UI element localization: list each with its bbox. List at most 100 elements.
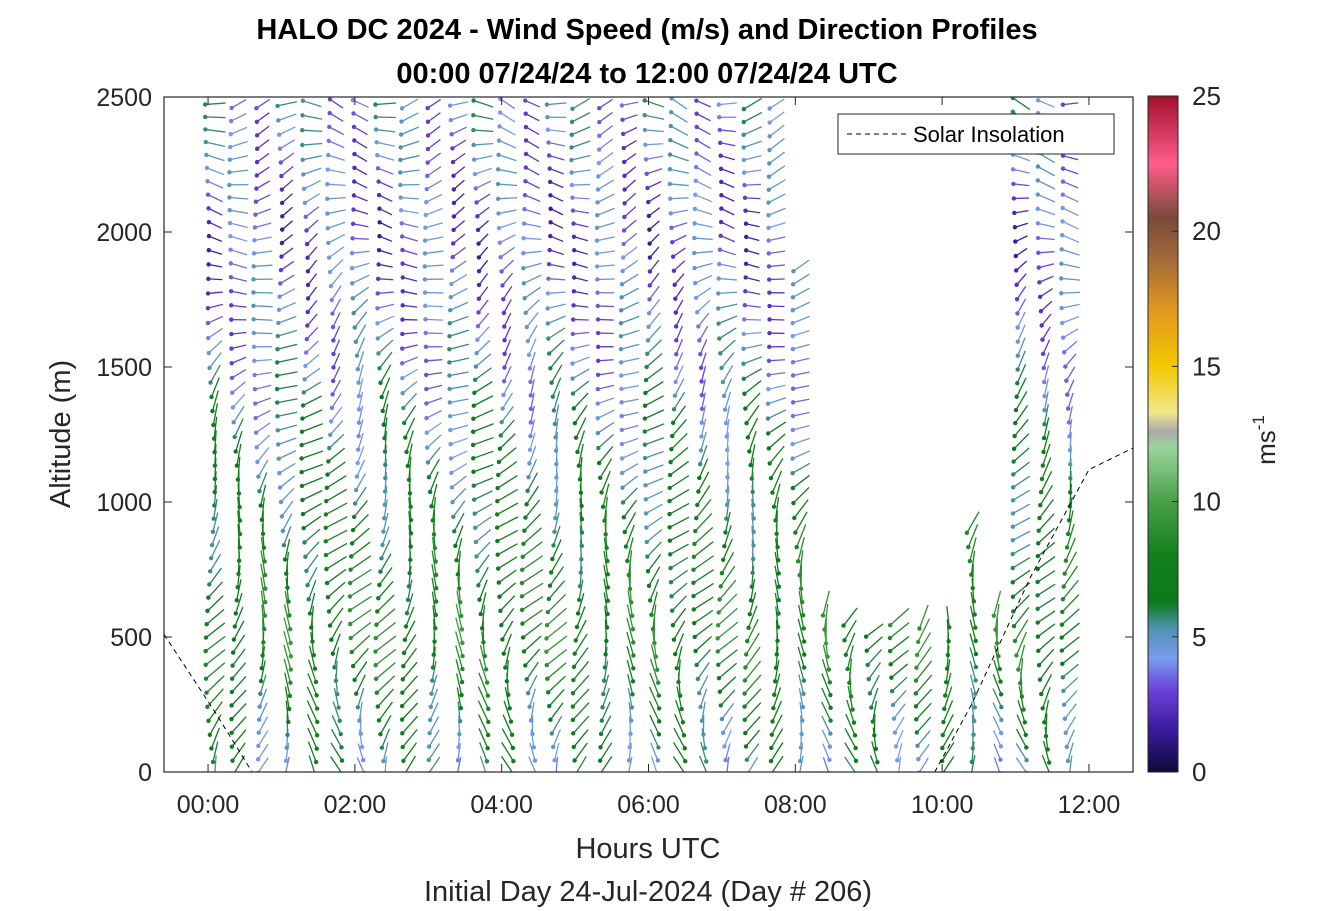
y-tick-label: 1000 <box>96 489 152 517</box>
wind-barb-head <box>545 690 551 695</box>
wind-barb-head <box>1036 663 1042 668</box>
wind-barb-stem <box>992 716 1002 734</box>
wind-barb-stem <box>229 222 248 229</box>
wind-barb-stem <box>626 604 634 630</box>
wind-barb-stem <box>528 338 537 356</box>
y-tick-label: 500 <box>110 624 152 652</box>
wind-barb-stem <box>530 405 535 423</box>
wind-barb-stem <box>821 715 831 734</box>
wind-barb-stem <box>769 278 785 281</box>
wind-barb-head <box>348 567 353 572</box>
wind-barb-stem <box>572 368 590 380</box>
wind-barb-head <box>229 703 234 708</box>
wind-barb-head <box>524 502 529 507</box>
wind-barb-stem <box>428 756 441 772</box>
wind-barb-head <box>423 225 428 230</box>
wind-barb-stem <box>744 702 762 721</box>
wind-barb-stem <box>307 259 318 272</box>
wind-barb-stem <box>1015 260 1028 271</box>
wind-barb-stem <box>527 459 538 478</box>
wind-barb-stem <box>205 635 226 652</box>
wind-barb-head <box>795 559 801 564</box>
wind-barb-head <box>347 580 353 586</box>
wind-barb-stem <box>301 463 324 473</box>
wind-barb-stem <box>527 325 538 342</box>
wind-barb-stem <box>1061 263 1080 269</box>
wind-barb-head <box>630 626 636 632</box>
wind-barb-stem <box>529 742 536 761</box>
wind-barb-stem <box>700 365 707 382</box>
wind-barb-stem <box>547 327 566 340</box>
wind-barb-stem <box>503 700 512 722</box>
wind-barb-head <box>746 625 751 630</box>
wind-barb-head <box>261 640 266 645</box>
wind-barb-stem <box>792 273 810 285</box>
wind-barb-head <box>1059 622 1065 627</box>
wind-barb-head <box>549 380 554 385</box>
wind-barb-head <box>647 283 652 288</box>
wind-barb-stem <box>696 126 711 136</box>
wind-barb-stem <box>350 555 372 571</box>
wind-barb-head <box>999 717 1004 723</box>
wind-barb-head <box>1021 707 1026 712</box>
wind-barb-stem <box>206 167 225 176</box>
wind-barb-stem <box>572 702 590 721</box>
wind-barb-head <box>1061 688 1066 694</box>
wind-barb-stem <box>770 742 784 762</box>
wind-barb-stem <box>382 742 389 762</box>
wind-barb-stem <box>475 353 492 368</box>
wind-barb-head <box>631 640 636 645</box>
wind-barb-head <box>694 98 699 103</box>
wind-barb-head <box>791 500 796 506</box>
wind-barb-stem <box>620 315 640 324</box>
wind-barb-head <box>353 339 359 344</box>
wind-barb-head <box>718 233 723 238</box>
wind-barb-stem <box>649 686 660 709</box>
wind-barb-stem <box>675 312 684 327</box>
wind-barb-stem <box>1067 742 1074 762</box>
wind-barb-stem <box>644 99 665 108</box>
wind-barb-head <box>212 490 217 495</box>
wind-barb-head <box>692 541 697 547</box>
wind-barb-head <box>253 415 258 421</box>
wind-barb-stem <box>1061 636 1080 652</box>
wind-barb-stem <box>603 551 609 575</box>
wind-barb-stem <box>775 619 779 641</box>
wind-barb-head <box>324 485 330 491</box>
wind-barb-stem <box>456 756 462 772</box>
wind-barb-stem <box>720 168 735 175</box>
wind-barb-stem <box>942 700 954 723</box>
solar-insolation-polyline <box>164 447 1133 772</box>
wind-barb-stem <box>693 555 714 571</box>
wind-barb-stem <box>254 384 272 390</box>
wind-barb-stem <box>498 154 517 162</box>
wind-barb-stem <box>402 290 418 295</box>
wind-barb-head <box>237 504 242 510</box>
wind-barb-head <box>674 338 679 343</box>
wind-barb-head <box>724 434 729 439</box>
wind-barb-head <box>578 570 583 575</box>
wind-barb-stem <box>772 687 782 709</box>
wind-barb-head <box>496 138 502 143</box>
wind-barb-head <box>847 680 852 686</box>
wind-barb-head <box>324 566 329 572</box>
wind-barb-stem <box>699 688 708 708</box>
wind-barb-head <box>743 406 748 411</box>
wind-barb-head <box>404 449 409 455</box>
wind-barb-head <box>742 317 747 322</box>
wind-barb-head <box>1060 597 1066 602</box>
wind-barb-stem <box>328 233 345 244</box>
wind-barb-head <box>1042 720 1047 725</box>
wind-barb-stem <box>521 555 544 571</box>
wind-barb-head <box>790 413 796 419</box>
wind-barb-head <box>523 515 528 520</box>
wind-barb-stem <box>325 502 348 516</box>
wind-barb-stem <box>474 516 492 529</box>
wind-barb-stem <box>402 661 418 680</box>
wind-barb-stem <box>277 398 298 404</box>
wind-barb-stem <box>384 430 388 452</box>
wind-barb-stem <box>916 632 932 656</box>
wind-barb-stem <box>284 672 291 697</box>
wind-barb-stem <box>1041 326 1051 341</box>
wind-barb-head <box>790 308 795 313</box>
